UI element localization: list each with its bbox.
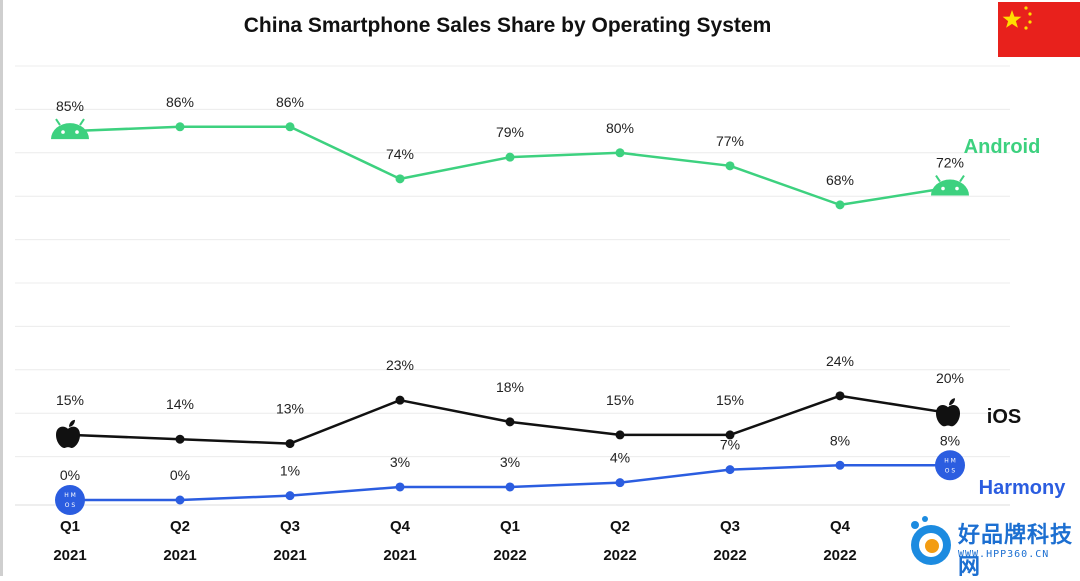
data-label-android: 79%	[496, 124, 524, 140]
harmony-os-icon: H M O S	[935, 450, 965, 481]
x-tick-label-year: 2022	[603, 547, 636, 564]
data-label-ios: 23%	[386, 357, 414, 373]
data-label-ios: 15%	[56, 392, 84, 408]
data-label-harmony: 0%	[170, 467, 190, 483]
series-name-harmony: Harmony	[979, 477, 1067, 499]
data-label-harmony: 3%	[390, 454, 410, 470]
harmony-os-icon: H M O S	[55, 485, 85, 515]
x-tick-label-year: 2021	[383, 547, 416, 564]
data-label-ios: 15%	[606, 392, 634, 408]
data-label-harmony: 1%	[280, 463, 300, 479]
svg-text:H M: H M	[944, 457, 956, 464]
data-label-android: 74%	[386, 146, 414, 162]
watermark-brand-text: 好品牌科技网	[958, 522, 1074, 579]
data-point-harmony	[395, 482, 405, 492]
data-point-ios	[285, 439, 295, 449]
data-label-harmony: 3%	[500, 454, 520, 470]
data-point-harmony	[175, 495, 185, 505]
x-tick-label-quarter: Q3	[280, 518, 300, 535]
series-name-android: Android	[964, 136, 1041, 158]
data-point-android	[175, 122, 185, 132]
svg-text:O S: O S	[65, 502, 76, 509]
data-label-harmony: 4%	[610, 450, 630, 466]
x-tick-label-year: 2021	[273, 547, 306, 564]
data-label-android: 77%	[716, 133, 744, 149]
data-label-android: 72%	[936, 155, 964, 171]
watermark-logo-icon	[905, 513, 1075, 571]
data-label-harmony: 8%	[830, 432, 850, 448]
x-tick-label-quarter: Q3	[720, 518, 740, 535]
data-point-harmony	[285, 491, 295, 501]
data-point-harmony	[725, 465, 735, 475]
chart-title: China Smartphone Sales Share by Operatin…	[243, 14, 772, 37]
apple-icon	[936, 398, 960, 427]
data-label-android: 85%	[56, 98, 84, 114]
data-point-android	[725, 161, 735, 171]
x-tick-label-year: 2022	[713, 547, 746, 564]
watermark-url-text: WWW.HPP360.CN	[958, 549, 1050, 560]
data-label-harmony: 8%	[940, 432, 960, 448]
apple-icon	[56, 419, 80, 449]
data-label-ios: 15%	[716, 392, 744, 408]
data-point-harmony	[505, 482, 515, 492]
data-label-android: 68%	[826, 172, 854, 188]
data-point-harmony	[835, 460, 845, 470]
data-point-android	[615, 148, 625, 158]
x-tick-label-year: 2022	[493, 547, 526, 564]
x-tick-label-quarter: Q2	[610, 518, 630, 535]
series-name-ios: iOS	[987, 406, 1021, 428]
data-point-android	[505, 152, 515, 162]
data-point-harmony	[615, 478, 625, 488]
data-point-android	[395, 174, 405, 184]
data-label-harmony: 7%	[720, 437, 740, 453]
x-tick-label-year: 2021	[53, 547, 86, 564]
data-label-ios: 13%	[276, 401, 304, 417]
x-tick-label-quarter: Q1	[60, 518, 80, 535]
android-icon	[931, 174, 969, 196]
android-icon	[51, 118, 89, 140]
china-flag-icon	[998, 2, 1080, 57]
x-tick-label-quarter: Q4	[390, 518, 411, 535]
data-point-ios	[835, 391, 845, 401]
data-label-ios: 14%	[166, 396, 194, 412]
data-label-ios: 24%	[826, 353, 854, 369]
data-label-android: 86%	[276, 94, 304, 110]
x-tick-label-year: 2022	[823, 547, 856, 564]
data-point-ios	[505, 417, 515, 427]
data-label-ios: 20%	[936, 370, 964, 386]
data-point-android	[835, 200, 845, 210]
data-label-harmony: 0%	[60, 467, 80, 483]
data-label-android: 86%	[166, 94, 194, 110]
data-label-android: 80%	[606, 120, 634, 136]
svg-text:O S: O S	[945, 467, 956, 474]
data-label-ios: 18%	[496, 379, 524, 395]
data-point-android	[285, 122, 295, 132]
data-point-ios	[395, 395, 405, 405]
x-tick-label-quarter: Q4	[830, 518, 851, 535]
data-point-ios	[615, 430, 625, 440]
x-tick-label-year: 2021	[163, 547, 196, 564]
data-point-ios	[175, 434, 185, 444]
data-point-ios	[725, 430, 735, 440]
svg-text:H M: H M	[64, 492, 76, 499]
x-tick-label-quarter: Q1	[500, 518, 520, 535]
x-tick-label-quarter: Q2	[170, 518, 190, 535]
